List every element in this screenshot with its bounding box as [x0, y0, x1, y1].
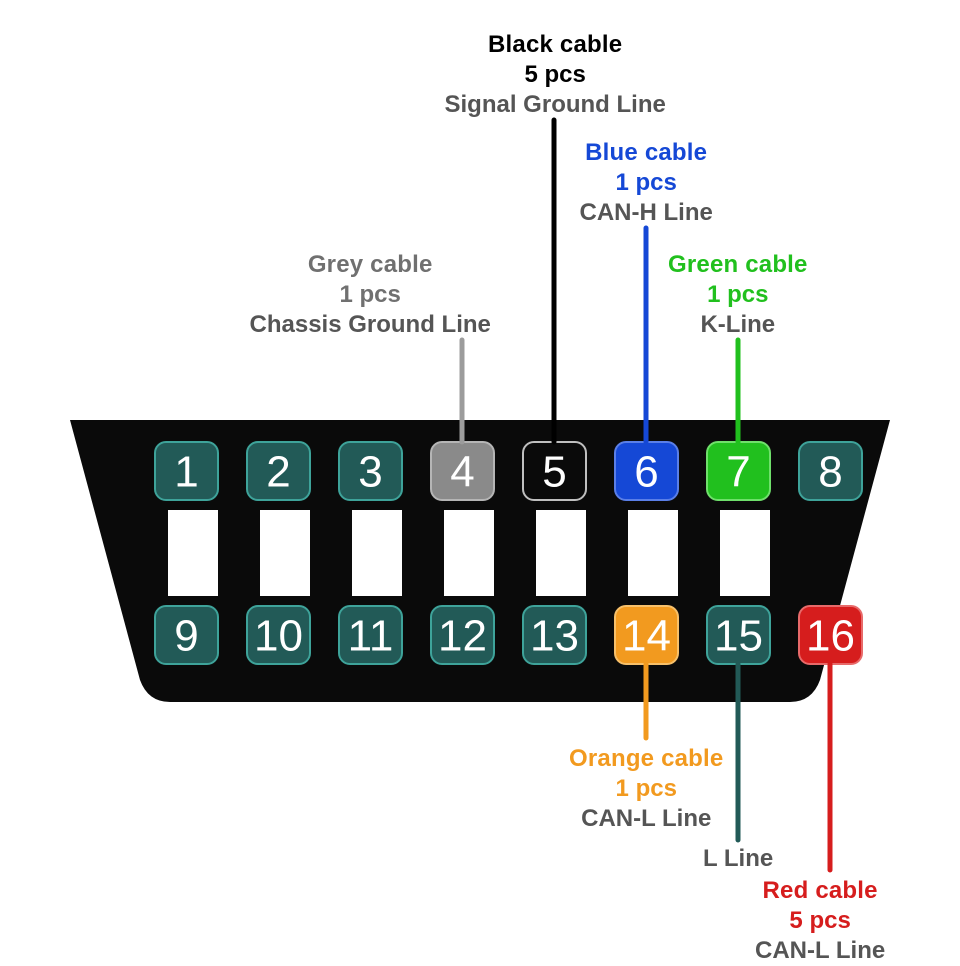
label-red-qty: 5 pcs — [755, 906, 885, 936]
label-green-title: Green cable — [668, 250, 808, 280]
contact-slot — [260, 510, 310, 596]
label-green-desc: K-Line — [668, 310, 808, 340]
label-red: Red cable5 pcsCAN-L Line — [755, 876, 885, 966]
contact-slot — [720, 510, 770, 596]
pin-1-label: 1 — [174, 448, 198, 497]
pin-5-label: 5 — [542, 448, 566, 497]
pin-3-label: 3 — [358, 448, 382, 497]
label-orange-qty: 1 pcs — [569, 774, 723, 804]
pin-10-label: 10 — [254, 612, 303, 661]
contact-slot — [444, 510, 494, 596]
obd-pinout-diagram: 12345678910111213141516 Black cable5 pcs… — [0, 0, 960, 960]
pin-16-label: 16 — [806, 612, 855, 661]
label-black-title: Black cable — [445, 30, 666, 60]
pin-12-label: 12 — [438, 612, 487, 661]
label-grey-title: Grey cable — [250, 250, 491, 280]
diagram-svg: 12345678910111213141516 — [0, 0, 960, 960]
pin-4-label: 4 — [450, 448, 474, 497]
label-red-title: Red cable — [755, 876, 885, 906]
label-orange-title: Orange cable — [569, 744, 723, 774]
label-blue: Blue cable1 pcsCAN-H Line — [580, 138, 713, 228]
contact-slot — [168, 510, 218, 596]
pin-6-label: 6 — [634, 448, 658, 497]
contact-slot — [352, 510, 402, 596]
label-black-qty: 5 pcs — [445, 60, 666, 90]
label-red-desc: CAN-L Line — [755, 936, 885, 966]
pin-8-label: 8 — [818, 448, 842, 497]
label-blue-title: Blue cable — [580, 138, 713, 168]
contact-slot — [536, 510, 586, 596]
label-teal-desc: L Line — [703, 844, 773, 874]
label-orange-desc: CAN-L Line — [569, 804, 723, 834]
label-teal: L Line — [703, 844, 773, 874]
label-black: Black cable5 pcsSignal Ground Line — [445, 30, 666, 120]
pin-15-label: 15 — [714, 612, 763, 661]
pin-13-label: 13 — [530, 612, 579, 661]
label-grey-qty: 1 pcs — [250, 280, 491, 310]
pin-7-label: 7 — [726, 448, 750, 497]
label-black-desc: Signal Ground Line — [445, 90, 666, 120]
pin-14-label: 14 — [622, 612, 671, 661]
pin-9-label: 9 — [174, 612, 198, 661]
label-blue-desc: CAN-H Line — [580, 198, 713, 228]
pin-11-label: 11 — [348, 612, 394, 661]
label-grey-desc: Chassis Ground Line — [250, 310, 491, 340]
label-orange: Orange cable1 pcsCAN-L Line — [569, 744, 723, 834]
pin-2-label: 2 — [266, 448, 290, 497]
contact-slot — [628, 510, 678, 596]
label-blue-qty: 1 pcs — [580, 168, 713, 198]
label-green: Green cable1 pcsK-Line — [668, 250, 808, 340]
label-grey: Grey cable1 pcsChassis Ground Line — [250, 250, 491, 340]
label-green-qty: 1 pcs — [668, 280, 808, 310]
